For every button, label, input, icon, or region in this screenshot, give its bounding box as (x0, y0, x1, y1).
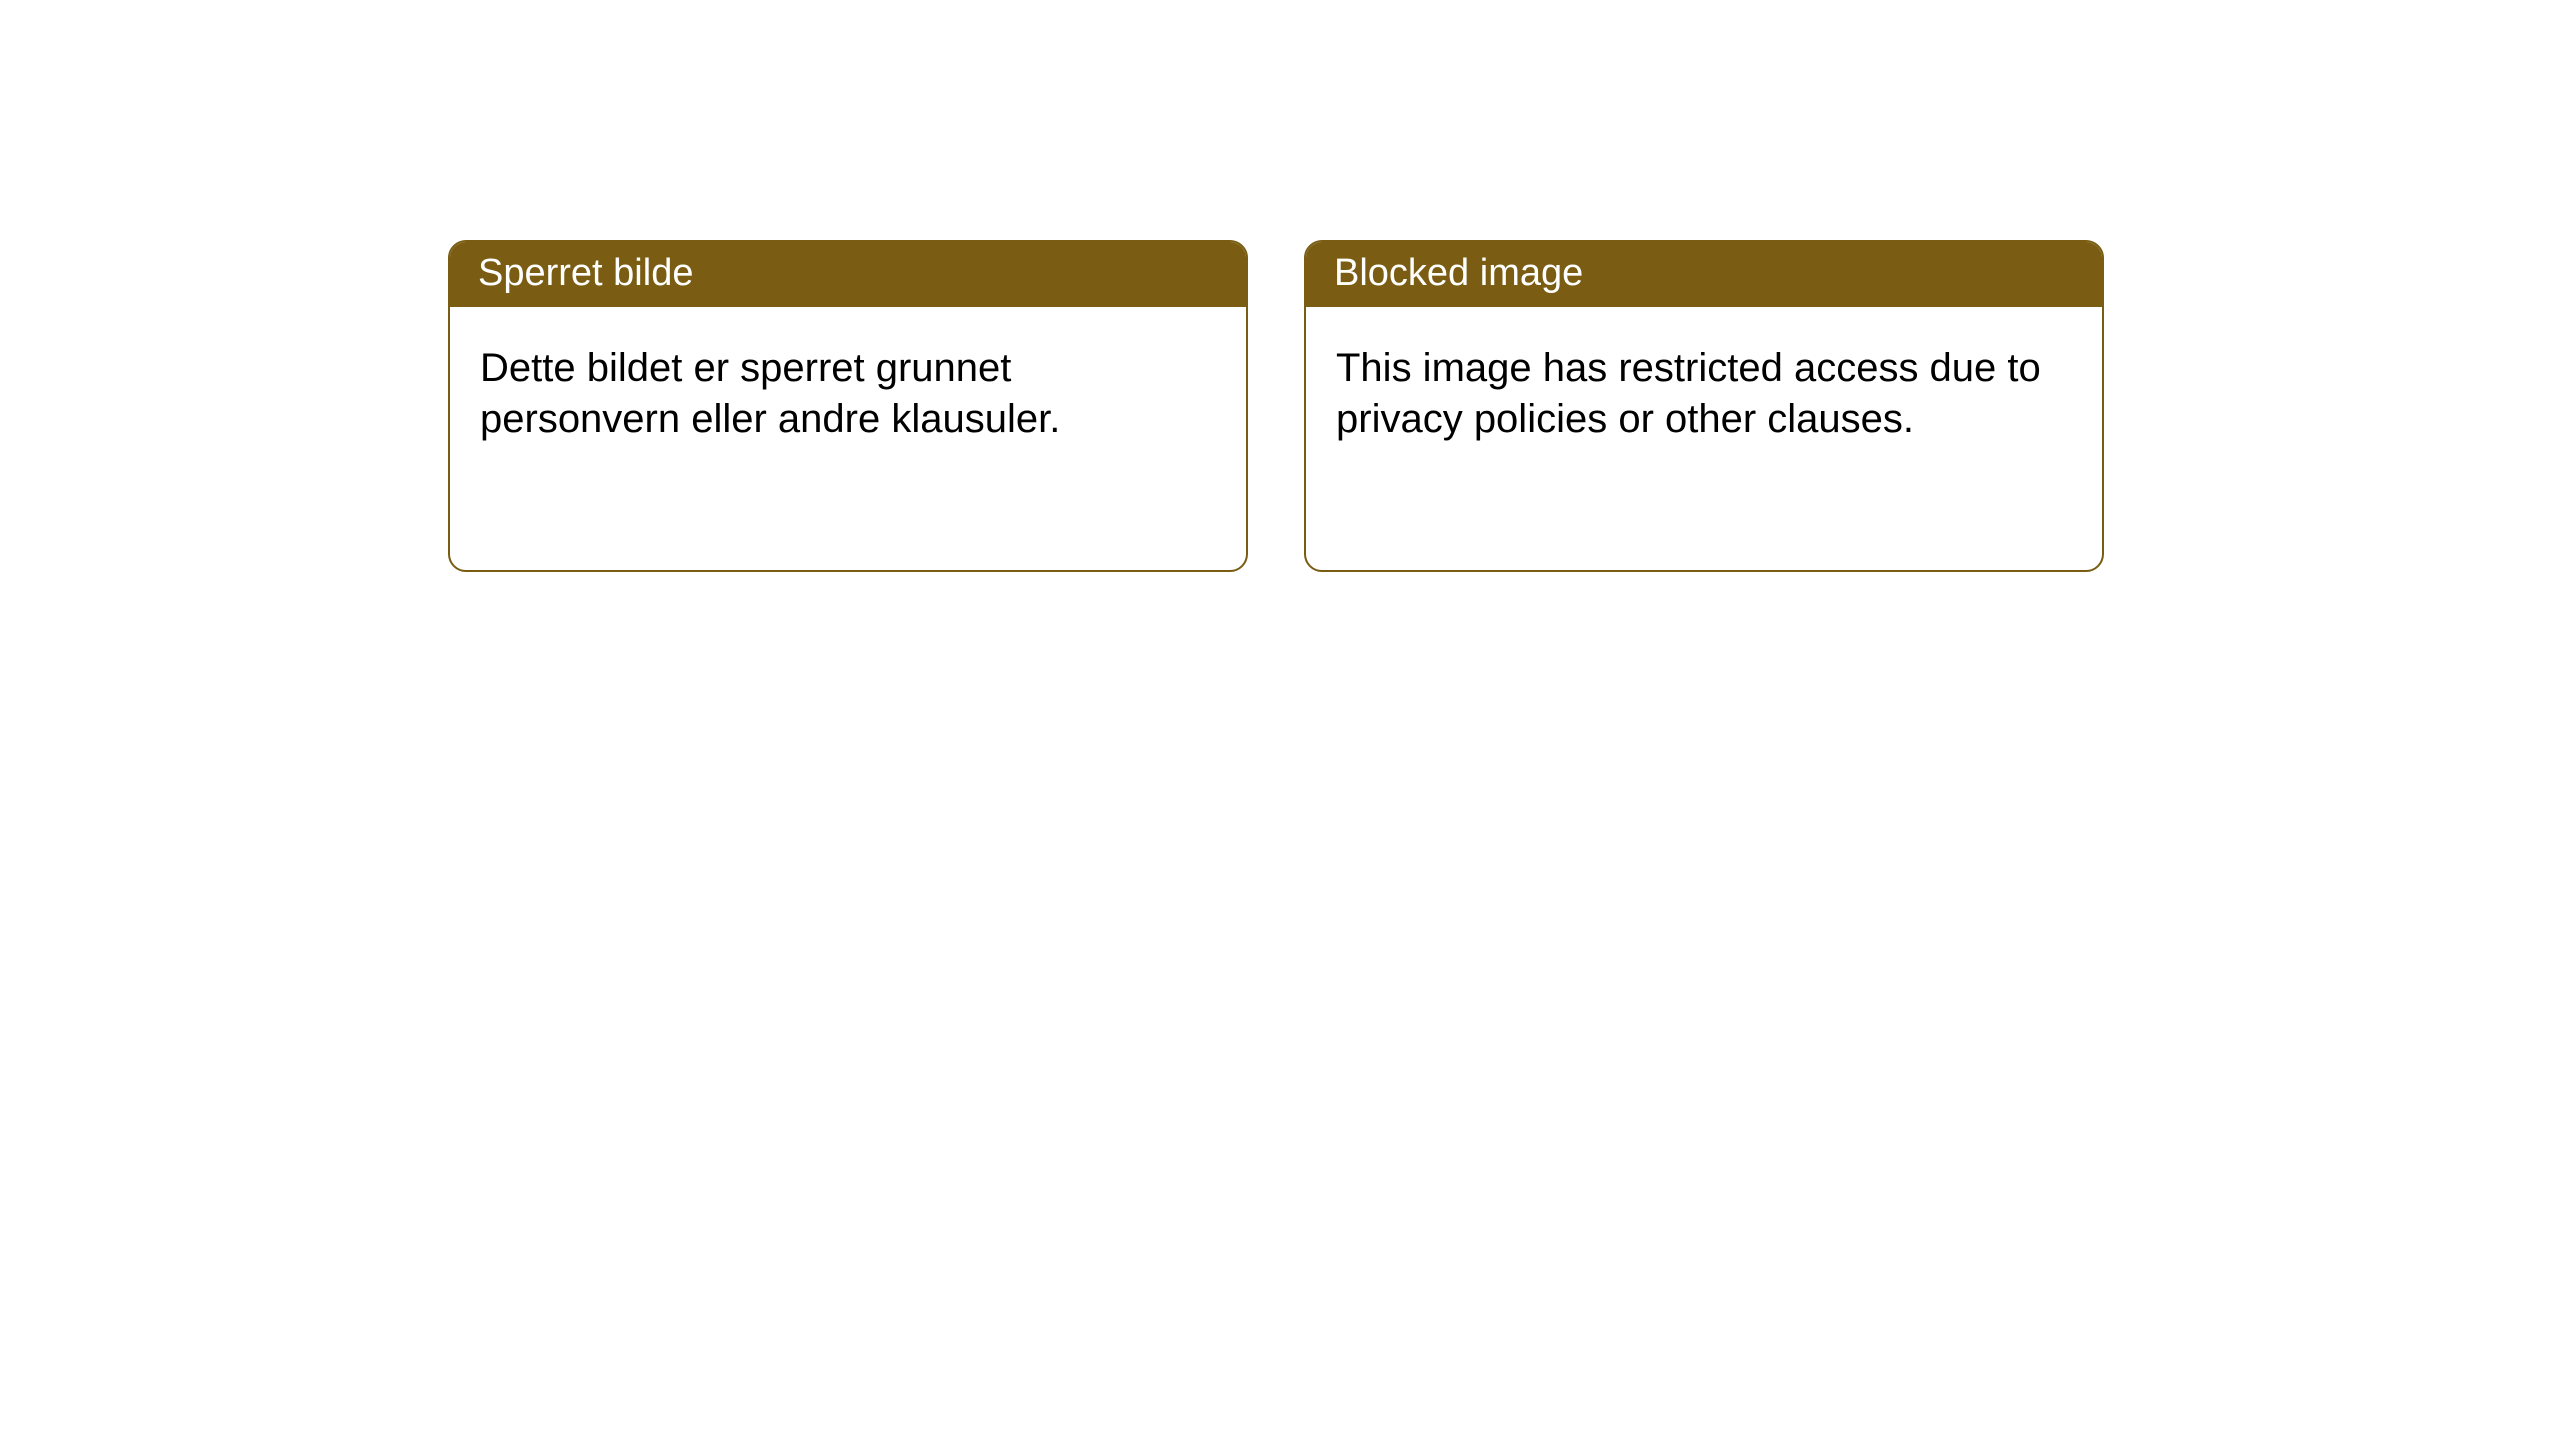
blocked-image-card-en: Blocked image This image has restricted … (1304, 240, 2104, 572)
blocked-image-card-no: Sperret bilde Dette bildet er sperret gr… (448, 240, 1248, 572)
card-header-no: Sperret bilde (450, 242, 1246, 307)
card-header-en: Blocked image (1306, 242, 2102, 307)
card-message-no: Dette bildet er sperret grunnet personve… (480, 346, 1060, 441)
card-title-no: Sperret bilde (478, 252, 693, 294)
blocked-image-cards: Sperret bilde Dette bildet er sperret gr… (448, 240, 2104, 572)
card-title-en: Blocked image (1334, 252, 1583, 294)
card-body-en: This image has restricted access due to … (1306, 307, 2102, 475)
card-message-en: This image has restricted access due to … (1336, 346, 2041, 441)
card-body-no: Dette bildet er sperret grunnet personve… (450, 307, 1246, 475)
